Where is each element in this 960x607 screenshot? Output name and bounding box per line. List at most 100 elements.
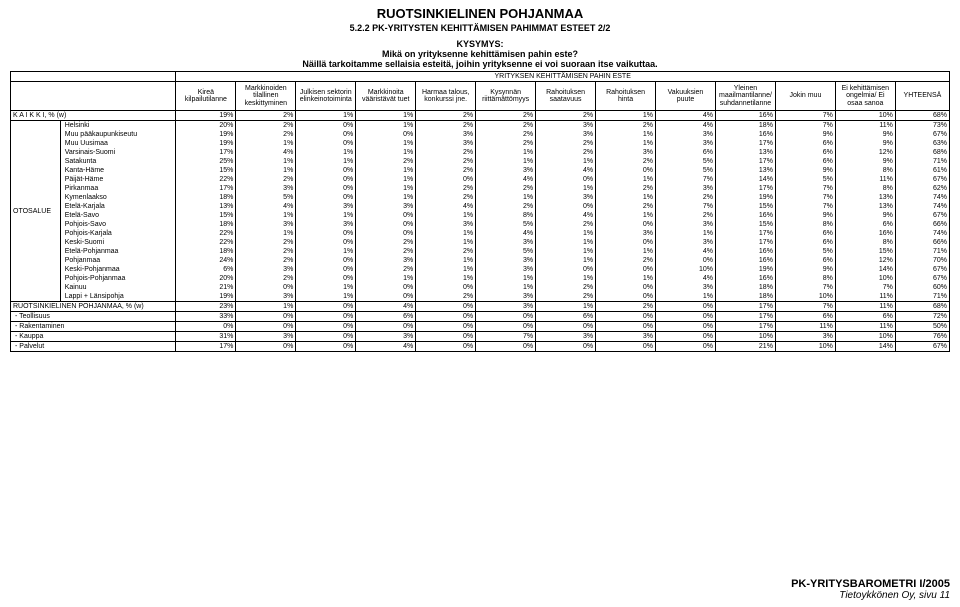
cell: 3% (536, 130, 596, 139)
cell: 3% (476, 292, 536, 302)
cell: 3% (656, 130, 716, 139)
cell: 17% (176, 148, 236, 157)
footer-line-1: PK-YRITYSBAROMETRI I/2005 (791, 578, 950, 590)
cell: 2% (416, 247, 476, 256)
cell: 2% (416, 193, 476, 202)
cell: 2% (236, 130, 296, 139)
cell: 0% (596, 322, 656, 332)
cell: 2% (536, 283, 596, 292)
cell: 7% (775, 111, 835, 121)
cell: 6% (775, 139, 835, 148)
cell: 4% (476, 229, 536, 238)
cell: 1% (536, 157, 596, 166)
cell: 3% (656, 139, 716, 148)
cell: 11% (835, 322, 895, 332)
table-row: - Kauppa31%3%0%3%0%7%3%3%0%10%3%10%76% (11, 332, 949, 342)
cell: 2% (536, 220, 596, 229)
cell: 3% (296, 202, 356, 211)
cell: 11% (835, 175, 895, 184)
cell: 2% (236, 256, 296, 265)
row-label: Kanta-Häme (60, 166, 176, 175)
cell: 16% (835, 229, 895, 238)
cell: 17% (715, 229, 775, 238)
cell: 1% (476, 283, 536, 292)
cell: 0% (356, 229, 416, 238)
cell: 1% (416, 238, 476, 247)
cell: 1% (596, 111, 656, 121)
cell: 0% (236, 283, 296, 292)
cell: 18% (176, 247, 236, 256)
row-label: Varsinais-Suomi (60, 148, 176, 157)
cell: 0% (356, 211, 416, 220)
cell: 0% (536, 265, 596, 274)
cell: 8% (835, 238, 895, 247)
cell: 1% (356, 184, 416, 193)
cell: 6% (775, 148, 835, 157)
cell: 10% (656, 265, 716, 274)
cell: 3% (476, 166, 536, 175)
cell: 1% (536, 274, 596, 283)
cell: 1% (596, 130, 656, 139)
cell: 0% (296, 184, 356, 193)
cell: 3% (236, 184, 296, 193)
row-label: Päijät-Häme (60, 175, 176, 184)
cell: 17% (715, 322, 775, 332)
cell: 0% (296, 322, 356, 332)
cell: 11% (835, 302, 895, 312)
cell: 0% (596, 166, 656, 175)
cell: 70% (895, 256, 949, 265)
cell: 5% (236, 193, 296, 202)
cell: 1% (296, 157, 356, 166)
cell: 0% (476, 342, 536, 352)
cell: 14% (715, 175, 775, 184)
cell: 0% (296, 193, 356, 202)
cell: 5% (775, 175, 835, 184)
cell: 0% (416, 332, 476, 342)
cell: 7% (835, 283, 895, 292)
cell: 0% (596, 342, 656, 352)
cell: 3% (775, 332, 835, 342)
cell: 19% (715, 265, 775, 274)
cell: 9% (835, 139, 895, 148)
cell: 4% (656, 274, 716, 283)
col-header: Rahoituksen saatavuus (536, 82, 596, 111)
cell: 9% (835, 211, 895, 220)
cell: 67% (895, 175, 949, 184)
cell: 16% (715, 211, 775, 220)
row-label: Pohjois-Savo (60, 220, 176, 229)
row-label: Etelä-Karjala (60, 202, 176, 211)
cell: 1% (596, 175, 656, 184)
table-row: OTOSALUEHelsinki20%2%0%1%2%2%3%2%4%18%7%… (11, 121, 949, 131)
cell: 8% (476, 211, 536, 220)
cell: 1% (596, 274, 656, 283)
cell: 0% (596, 238, 656, 247)
cell: 68% (895, 111, 949, 121)
cell: 63% (895, 139, 949, 148)
cell: 1% (356, 166, 416, 175)
cell: 2% (236, 121, 296, 131)
cell: 1% (296, 292, 356, 302)
cell: 0% (296, 256, 356, 265)
cell: 18% (176, 220, 236, 229)
cell: 1% (356, 111, 416, 121)
cell: 0% (536, 342, 596, 352)
cell: 6% (775, 256, 835, 265)
table-row: Pohjois-Savo18%3%3%0%3%5%2%0%3%15%8%6%66… (11, 220, 949, 229)
cell: 10% (835, 274, 895, 283)
cell: 1% (296, 148, 356, 157)
cell: 1% (236, 139, 296, 148)
header-band-row: YRITYKSEN KEHITTÄMISEN PAHIN ESTE (11, 72, 949, 82)
cell: 10% (835, 332, 895, 342)
cell: 1% (476, 148, 536, 157)
cell: 1% (296, 283, 356, 292)
cell: 8% (775, 220, 835, 229)
cell: 2% (416, 292, 476, 302)
cell: 0% (596, 312, 656, 322)
cell: 1% (476, 193, 536, 202)
cell: 1% (236, 166, 296, 175)
title-question: KYSYMYS: Mikä on yrityksenne kehittämise… (10, 39, 950, 69)
cell: 0% (176, 322, 236, 332)
cell: 2% (356, 265, 416, 274)
table-row: Varsinais-Suomi17%4%1%1%2%1%2%3%6%13%6%1… (11, 148, 949, 157)
cell: 2% (536, 148, 596, 157)
